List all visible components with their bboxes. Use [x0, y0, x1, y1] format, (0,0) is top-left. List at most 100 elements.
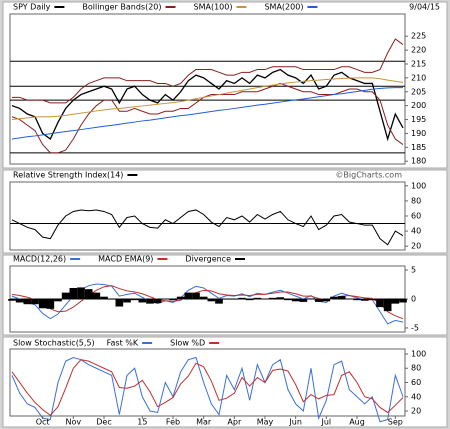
divergence-bar: [84, 289, 93, 299]
x-tick-label: Oct: [36, 418, 50, 427]
divergence-bar: [61, 292, 70, 299]
divergence-bar: [245, 299, 254, 301]
series-line: [11, 77, 404, 121]
divergence-bar: [276, 297, 285, 299]
divergence-bar: [337, 296, 346, 299]
date-label: 9/04/15: [409, 3, 440, 12]
series-line: [11, 82, 404, 154]
legend-label: MACD(12,26): [13, 255, 66, 264]
divergence-bar: [92, 292, 101, 299]
legend-label: SMA(200): [264, 3, 303, 12]
x-tick-label: May: [257, 418, 274, 427]
divergence-bar: [69, 288, 78, 299]
divergence-bar: [360, 299, 369, 301]
y-tick-label: 40: [411, 227, 421, 236]
y-tick-label: 0: [411, 295, 416, 304]
y-tick-label: 60: [411, 212, 421, 221]
divergence-bar: [330, 296, 338, 299]
divergence-bar: [314, 299, 323, 302]
divergence-bar: [8, 299, 16, 301]
series-line: [11, 68, 404, 142]
series-line: [11, 359, 404, 416]
y-tick-label: 210: [411, 73, 426, 82]
divergence-bar: [184, 292, 193, 299]
y-tick-label: 185: [411, 143, 426, 152]
divergence-bar: [291, 299, 300, 302]
y-tick-label: 5: [411, 266, 416, 275]
divergence-bar: [383, 299, 392, 312]
divergence-bar: [307, 298, 315, 299]
divergence-bar: [268, 297, 277, 299]
legend-label: Divergence: [185, 255, 231, 264]
divergence-bar: [192, 292, 200, 299]
y-tick-label: 190: [411, 129, 426, 138]
divergence-bar: [253, 297, 262, 299]
credit: ©BigCharts.com: [335, 171, 402, 180]
divergence-bar: [54, 299, 62, 302]
legend-label: Bollinger Bands(20): [82, 3, 161, 12]
divergence-bar: [130, 299, 139, 301]
divergence-bar: [123, 299, 131, 303]
divergence-bar: [46, 299, 55, 309]
legend-label: SPY Daily: [13, 3, 51, 12]
x-tick-label: Feb: [166, 418, 180, 427]
legend-label: Relative Strength Index(14): [13, 171, 123, 180]
series-line: [12, 38, 404, 104]
divergence-bar: [15, 299, 24, 303]
divergence-bar: [107, 299, 116, 300]
divergence-bar: [222, 299, 231, 300]
x-tick-label: Jun: [288, 418, 302, 427]
y-tick-label: 80: [411, 364, 421, 373]
y-tick-label: 20: [411, 407, 421, 416]
divergence-bar: [138, 299, 147, 303]
plot-area: [9, 13, 406, 165]
divergence-bar: [115, 299, 124, 307]
x-tick-label: Dec: [96, 418, 111, 427]
divergence-bar: [322, 299, 331, 302]
divergence-bar: [169, 299, 177, 301]
y-tick-label: 205: [411, 87, 426, 96]
series-line: [11, 356, 404, 423]
divergence-bar: [376, 299, 384, 308]
y-tick-label: 215: [411, 60, 426, 69]
divergence-bar: [391, 299, 400, 304]
divergence-bar: [299, 299, 308, 302]
divergence-bar: [77, 287, 85, 299]
y-tick-label: 195: [411, 115, 426, 124]
x-tick-label: 15: [137, 418, 147, 427]
y-tick-label: 20: [411, 242, 421, 251]
y-tick-label: 200: [411, 101, 426, 110]
panel-title: Slow Stochastic(5,5): [13, 339, 95, 348]
y-tick-label: 100: [411, 349, 426, 358]
divergence-bar: [207, 299, 216, 302]
x-tick-label: Jul: [321, 418, 332, 427]
divergence-bar: [199, 296, 208, 299]
y-tick-label: 220: [411, 46, 426, 55]
y-tick-label: 100: [411, 181, 426, 190]
divergence-bar: [230, 299, 239, 300]
legend-label: SMA(100): [194, 3, 233, 12]
divergence-bar: [176, 296, 185, 299]
divergence-bar: [31, 299, 39, 305]
divergence-bar: [23, 299, 32, 305]
divergence-bar: [38, 299, 47, 309]
divergence-bar: [238, 297, 246, 299]
legend-label: Fast %K: [107, 339, 139, 348]
divergence-bar: [153, 299, 162, 304]
y-tick-label: 225: [411, 32, 426, 41]
divergence-bar: [284, 299, 292, 301]
divergence-bar: [399, 299, 407, 303]
divergence-bar: [100, 296, 108, 299]
y-tick-label: -5: [411, 323, 419, 332]
divergence-bar: [215, 299, 223, 304]
series-line: [11, 87, 403, 140]
y-tick-label: 180: [411, 157, 426, 166]
divergence-bar: [353, 299, 361, 301]
divergence-bar: [146, 299, 154, 304]
plot-area: [9, 181, 406, 251]
x-tick-label: Nov: [66, 418, 82, 427]
divergence-bar: [368, 299, 377, 301]
x-tick-label: Apr: [227, 418, 242, 427]
x-tick-label: Aug: [349, 418, 365, 427]
